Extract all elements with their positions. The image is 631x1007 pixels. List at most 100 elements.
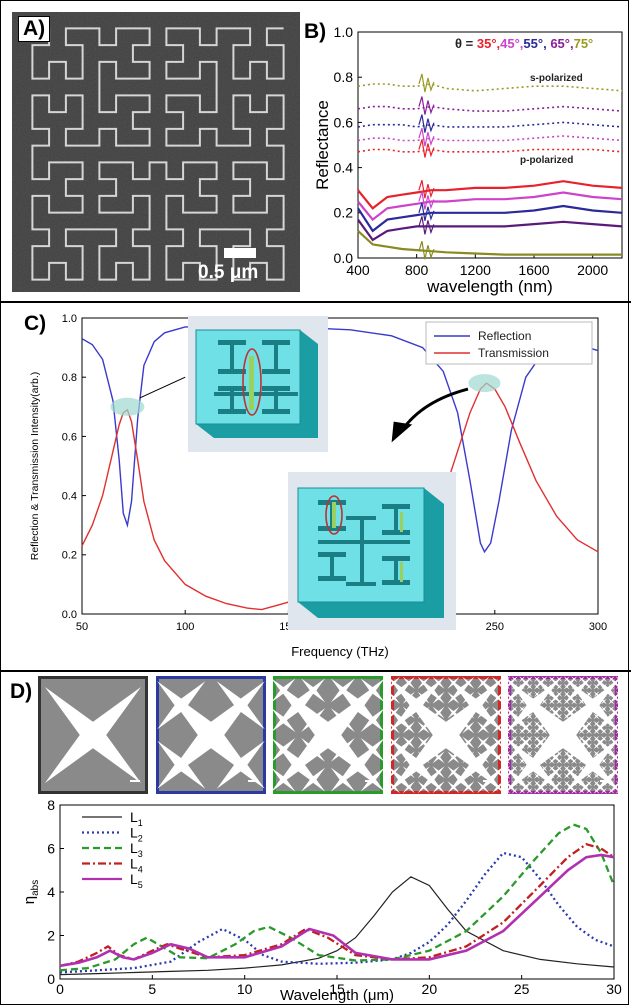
fractal-star [600, 698, 607, 705]
series-line-reflection [81, 326, 599, 554]
fractal-star [600, 720, 607, 727]
fractal-star [578, 713, 585, 720]
fractal-star [593, 720, 600, 727]
fractal-star [511, 765, 518, 772]
angle-65: 65°, [546, 36, 574, 51]
fractal-star [563, 728, 570, 735]
fractal-star [541, 735, 548, 742]
fractal-star [446, 751, 459, 764]
fractal-star [548, 780, 555, 787]
fractal-star [508, 683, 511, 690]
fractal-star [541, 787, 548, 794]
series-line-p-75 [357, 230, 622, 256]
fractal-star [548, 758, 555, 765]
fractal-star [519, 787, 526, 794]
fractal-star [402, 781, 415, 794]
fractal-star [608, 683, 615, 690]
fractal-star [571, 735, 578, 742]
fractal-star [417, 751, 430, 764]
fractal-star [556, 780, 563, 787]
panel-label-a: A) [18, 16, 51, 42]
s-polarized-label: s-polarized [530, 73, 583, 84]
x-tick-label: 800 [405, 262, 429, 278]
y-tick-label: 0.2 [62, 550, 77, 562]
fractal-star [461, 706, 474, 719]
fractal-star [578, 691, 585, 698]
fractal-star [541, 713, 548, 720]
x-tick-label: 5 [148, 981, 156, 997]
series-noise-p-45 [418, 191, 435, 210]
fractal-star [563, 772, 570, 779]
fractal-star [511, 691, 518, 698]
fractal-star [578, 750, 585, 757]
fractal-star [360, 737, 383, 762]
fractal-star [432, 751, 445, 764]
fractal-star [578, 676, 585, 683]
fractal-star [511, 772, 518, 779]
fractal-star [556, 691, 563, 698]
fractal-star [615, 743, 618, 750]
fractal-star [461, 751, 474, 764]
fractal-star [216, 681, 265, 730]
y-tick-label: 0.4 [334, 160, 354, 176]
arrow-low [139, 376, 186, 399]
fractal-star [571, 705, 578, 712]
fractal-star [491, 706, 501, 719]
fractal-star [446, 766, 459, 779]
fractal-star [586, 758, 593, 765]
fractal-star [615, 713, 618, 720]
fractal-star [593, 787, 600, 794]
fractal-star [578, 705, 585, 712]
fractal-star [390, 751, 400, 764]
fractal-star [615, 705, 618, 712]
fractal-star [417, 766, 430, 779]
fractal-star [508, 676, 511, 683]
fractal-star [548, 713, 555, 720]
fractal-star [608, 750, 615, 757]
fractal-star [586, 735, 593, 742]
y-tick-label: 6 [47, 840, 55, 856]
arrow-high [400, 387, 469, 432]
fractal-star [491, 751, 501, 764]
fractal-star [600, 765, 607, 772]
fractal-star [301, 708, 326, 733]
fractal-scale-bar [247, 780, 258, 782]
fractal-star [45, 687, 141, 783]
fractal-star [593, 750, 600, 757]
fractal-star [519, 765, 526, 772]
series-line-s-55 [357, 121, 623, 128]
fractal-star [586, 705, 593, 712]
fractal-star [446, 706, 459, 719]
fractal-star [508, 743, 511, 750]
angle-75: 75° [573, 36, 594, 51]
fractal-star [541, 705, 548, 712]
fractal-star [390, 676, 400, 689]
x-tick-label: 20 [422, 981, 438, 997]
fractal-star [571, 713, 578, 720]
series-noise-p-65 [418, 216, 435, 235]
fractal-star [432, 676, 445, 689]
fractal-star [556, 765, 563, 772]
fractal-star [526, 772, 533, 779]
fractal-star [541, 765, 548, 772]
fractal-star [491, 736, 501, 749]
fractal-star [360, 767, 383, 792]
fractal-star [571, 772, 578, 779]
fractal-star [600, 772, 607, 779]
fractal-star [593, 743, 600, 750]
fractal-star [548, 772, 555, 779]
panel-label-b: B) [304, 20, 327, 43]
fractal-star [556, 750, 563, 757]
fractal-star [330, 767, 355, 792]
fractal-star [615, 691, 618, 698]
fractal-star [556, 720, 563, 727]
y-tick-label: 0.0 [62, 609, 77, 621]
fractal-star [600, 705, 607, 712]
fractal-star [593, 713, 600, 720]
fractal-star [600, 750, 607, 757]
fractal-star [402, 706, 415, 719]
fractal-star [432, 706, 445, 719]
y-tick-label: 0.2 [334, 205, 354, 221]
fractal-star [417, 721, 430, 734]
fractal-star [593, 698, 600, 705]
